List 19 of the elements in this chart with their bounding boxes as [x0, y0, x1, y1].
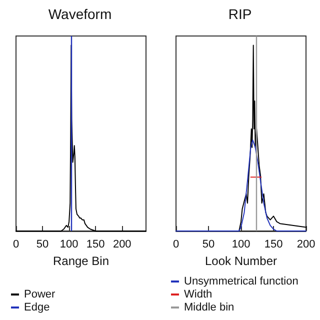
- chart-title: Waveform: [48, 6, 112, 22]
- legend-label: Unsymmetrical function: [184, 276, 298, 288]
- x-tick-label: 200: [112, 238, 132, 250]
- x-axis-title: Range Bin: [52, 254, 110, 268]
- x-tick-label: 150: [86, 238, 105, 250]
- x-tick-label: 0: [172, 238, 180, 250]
- x-tick-label: 100: [232, 238, 250, 250]
- x-tick-label: 50: [202, 238, 215, 250]
- legend-label: Power: [24, 288, 56, 300]
- x-tick-label: 50: [36, 238, 49, 250]
- legend-label: Width: [184, 288, 212, 300]
- x-tick-label: 0: [12, 238, 20, 250]
- x-tick-label: 150: [264, 238, 283, 250]
- legend-label: Edge: [24, 302, 50, 314]
- x-tick-label: 100: [60, 238, 78, 250]
- x-tick-label: 200: [296, 238, 316, 250]
- x-axis-title: Look Number: [204, 254, 278, 268]
- chart-title: RIP: [228, 6, 252, 22]
- legend-label: Middle bin: [184, 302, 234, 314]
